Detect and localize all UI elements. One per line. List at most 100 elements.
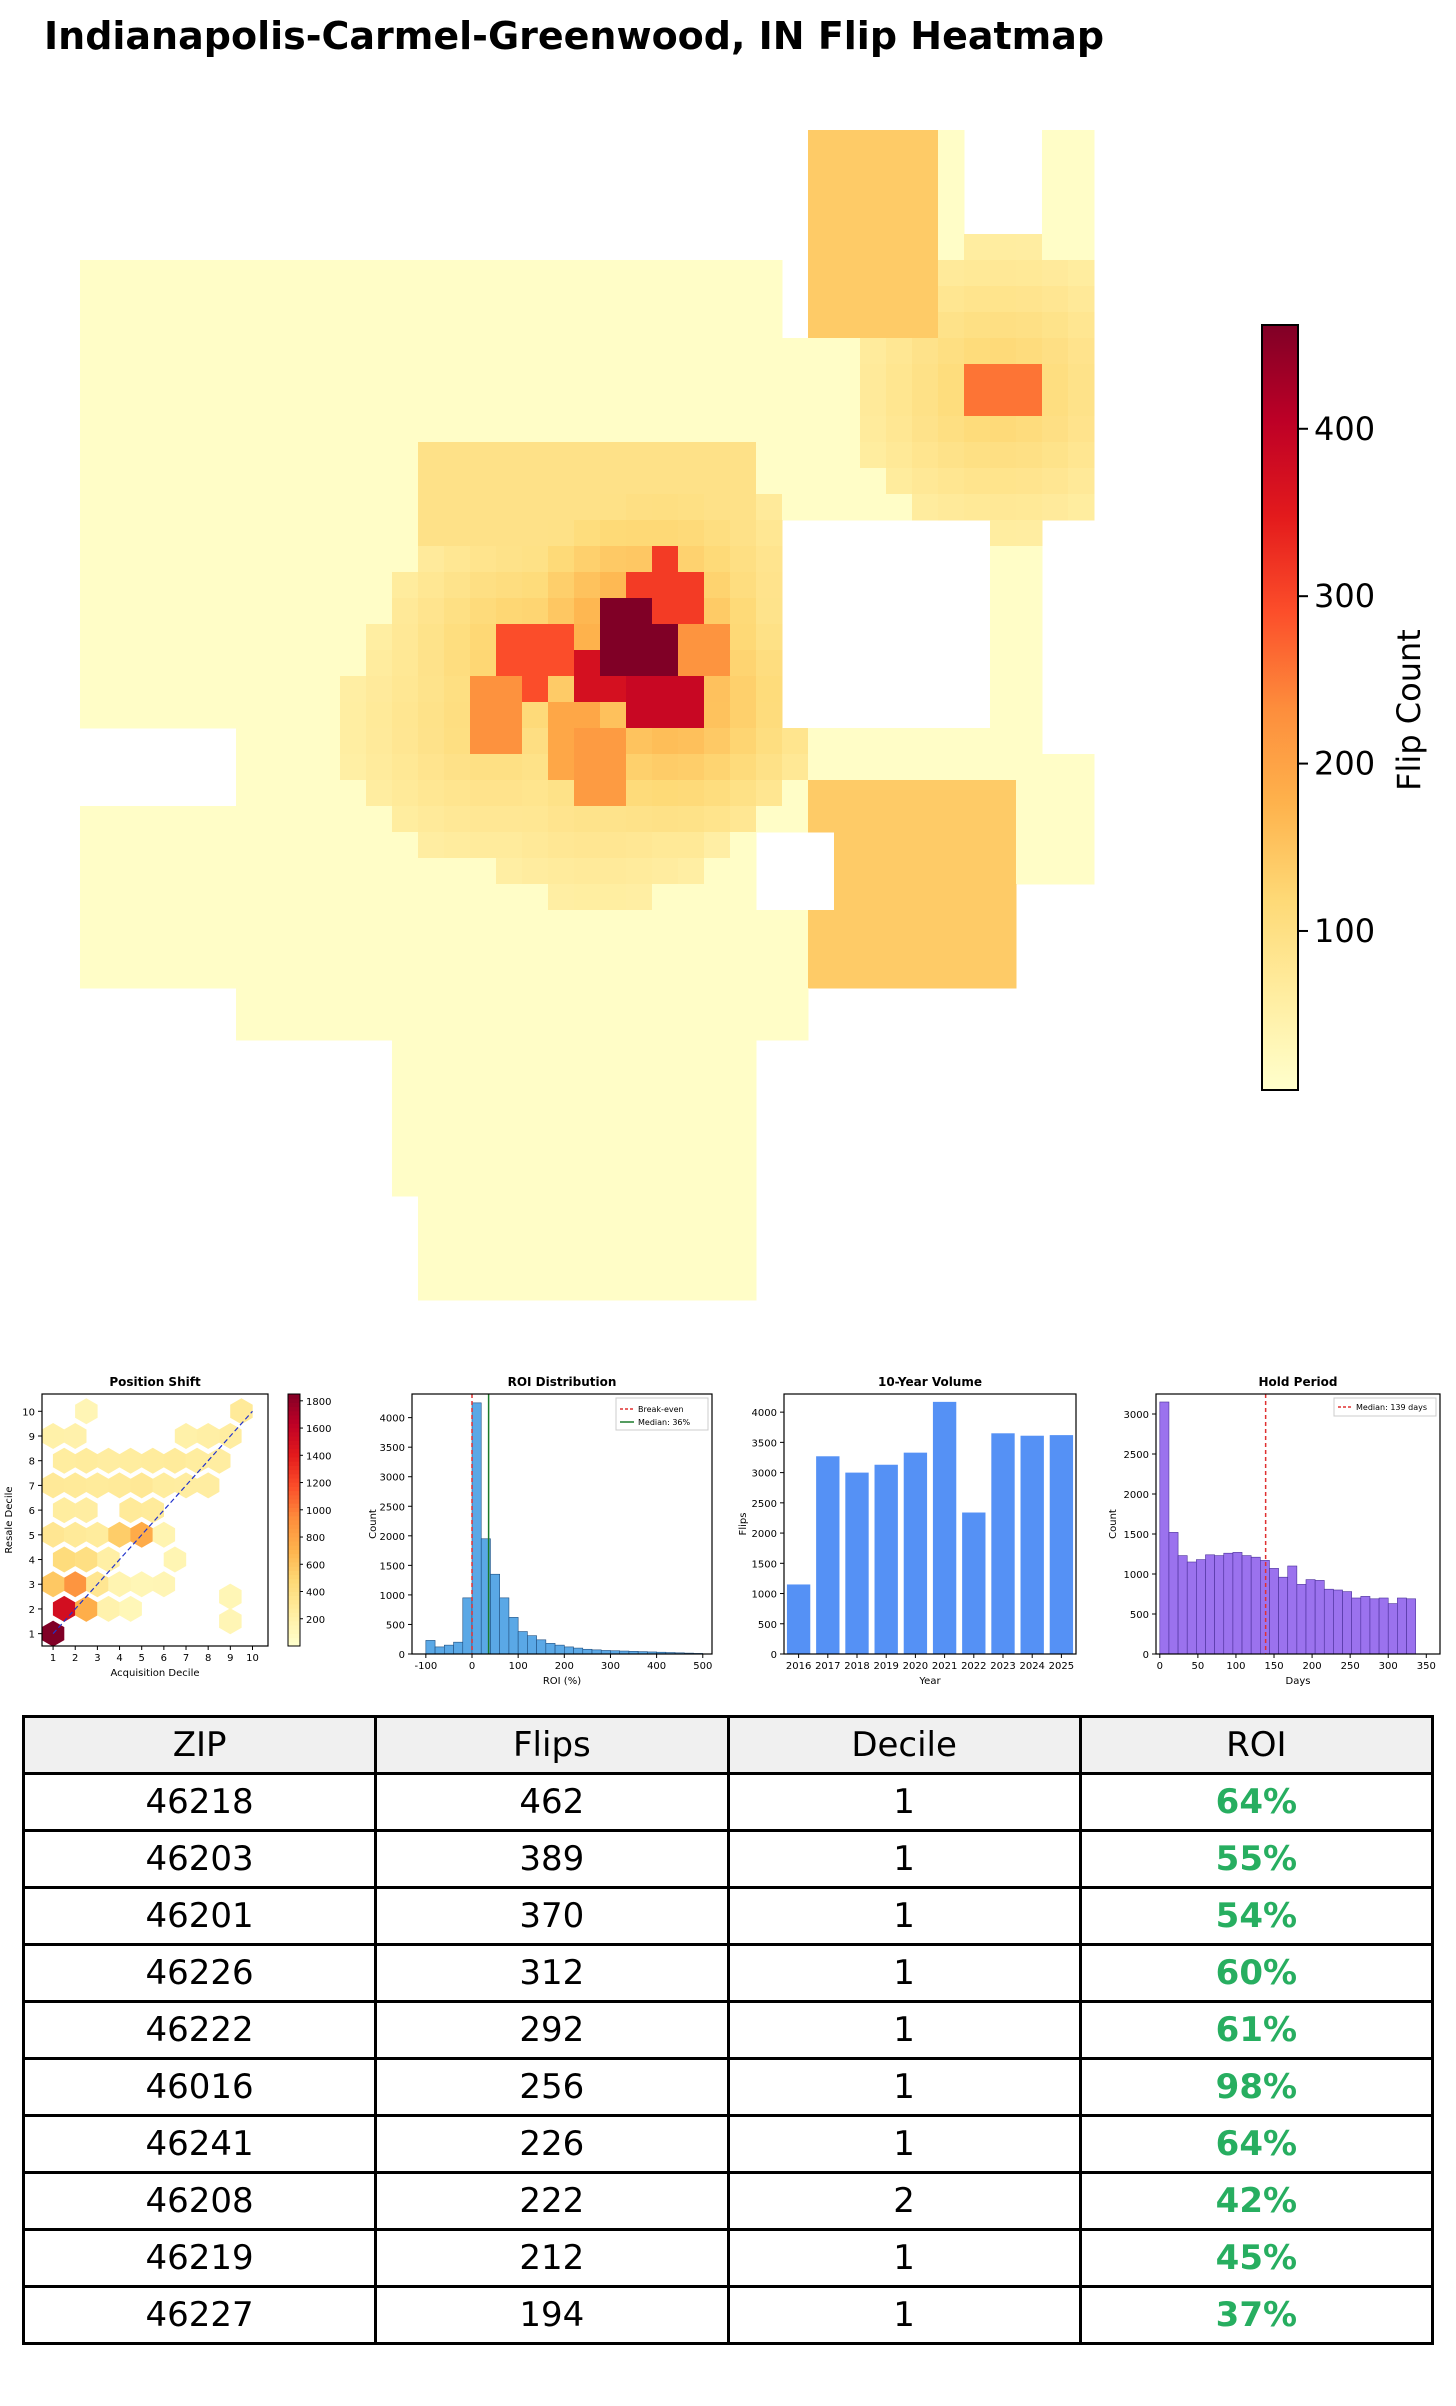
map-region: [444, 598, 471, 625]
map-region: [106, 962, 133, 989]
map-region: [314, 702, 341, 729]
map-region: [522, 416, 549, 443]
map-region: [548, 624, 575, 651]
map-region: [496, 468, 523, 495]
y-tick-label: 2000: [380, 1532, 405, 1543]
map-region: [600, 1014, 627, 1041]
cell-decile: 1: [726, 2228, 1082, 2288]
colorbar-tick-label: 300: [1314, 577, 1375, 615]
map-region: [704, 936, 731, 963]
map-region: [80, 546, 107, 573]
map-region: [262, 962, 289, 989]
map-region: [1016, 260, 1043, 287]
map-region: [990, 286, 1017, 313]
map-region: [522, 702, 549, 729]
map-region: [1042, 182, 1069, 209]
map-region: [314, 572, 341, 599]
map-region: [704, 754, 731, 781]
map-region: [366, 936, 393, 963]
map-region: [912, 962, 939, 989]
map-region: [158, 676, 185, 703]
colorbar-segment: [288, 1511, 300, 1517]
map-region: [808, 390, 835, 417]
map-region: [678, 962, 705, 989]
map-region: [782, 754, 809, 781]
map-region: [756, 390, 783, 417]
map-region: [496, 286, 523, 313]
map-region: [392, 650, 419, 677]
y-tick-label: 2000: [1124, 1490, 1149, 1501]
map-region: [236, 624, 263, 651]
map-region: [938, 208, 965, 235]
map-region: [80, 910, 107, 937]
map-region: [470, 1092, 497, 1119]
map-region: [730, 884, 757, 911]
map-region: [782, 988, 809, 1015]
map-region: [860, 442, 887, 469]
map-region: [444, 1040, 471, 1067]
map-region: [704, 1092, 731, 1119]
map-region: [678, 338, 705, 365]
map-region: [548, 1274, 575, 1301]
hexbin-cell: [41, 1521, 65, 1548]
map-region: [392, 598, 419, 625]
colorbar-segment: [288, 1612, 300, 1618]
map-region: [730, 1170, 757, 1197]
map-region: [262, 312, 289, 339]
histogram-bar: [1278, 1576, 1289, 1655]
cell-flips: 212: [374, 2228, 730, 2288]
cell-zip: 46203: [21, 1829, 378, 1889]
map-region: [444, 1014, 471, 1041]
map-region: [600, 988, 627, 1015]
chart-title: 10-Year Volume: [878, 1375, 982, 1389]
map-region: [340, 1014, 367, 1041]
map-region: [600, 572, 627, 599]
map-region: [626, 494, 653, 521]
colorbar-tick-label: 1600: [306, 1424, 331, 1435]
map-region: [834, 936, 861, 963]
map-region: [808, 338, 835, 365]
colorbar-segment: [288, 1608, 300, 1613]
map-region: [366, 468, 393, 495]
map-region: [730, 494, 757, 521]
map-region: [678, 520, 705, 547]
map-region: [132, 572, 159, 599]
histogram-bar: [1214, 1555, 1225, 1655]
y-axis-label: Count: [368, 1509, 379, 1539]
map-region: [288, 416, 315, 443]
map-region: [860, 312, 887, 339]
map-region: [132, 650, 159, 677]
map-region: [1016, 468, 1043, 495]
histogram-bar: [1250, 1556, 1261, 1655]
map-region: [548, 1118, 575, 1145]
map-region: [236, 260, 263, 287]
map-region: [860, 208, 887, 235]
map-region: [132, 832, 159, 859]
map-region: [964, 910, 991, 937]
colorbar-tick-label: 600: [306, 1560, 325, 1571]
map-region: [418, 442, 445, 469]
map-region: [834, 130, 861, 157]
map-region: [392, 806, 419, 833]
map-region: [392, 1092, 419, 1119]
map-region: [652, 1222, 679, 1249]
hexbin-cell: [75, 1497, 98, 1524]
volume-bar: [991, 1433, 1015, 1654]
map-region: [444, 858, 471, 885]
hexbin-cell: [41, 1571, 65, 1598]
histogram-bar: [1369, 1598, 1380, 1655]
map-region: [444, 286, 471, 313]
map-region: [392, 754, 419, 781]
map-region: [366, 702, 393, 729]
map-region: [834, 208, 861, 235]
map-region: [704, 286, 731, 313]
map-region: [184, 832, 211, 859]
x-tick-label: 200: [1303, 1661, 1322, 1672]
map-region: [418, 832, 445, 859]
map-region: [600, 390, 627, 417]
map-region: [678, 1222, 705, 1249]
map-region: [626, 364, 653, 391]
map-region: [1042, 208, 1069, 235]
map-region: [392, 884, 419, 911]
hexbin-cell: [64, 1521, 87, 1548]
